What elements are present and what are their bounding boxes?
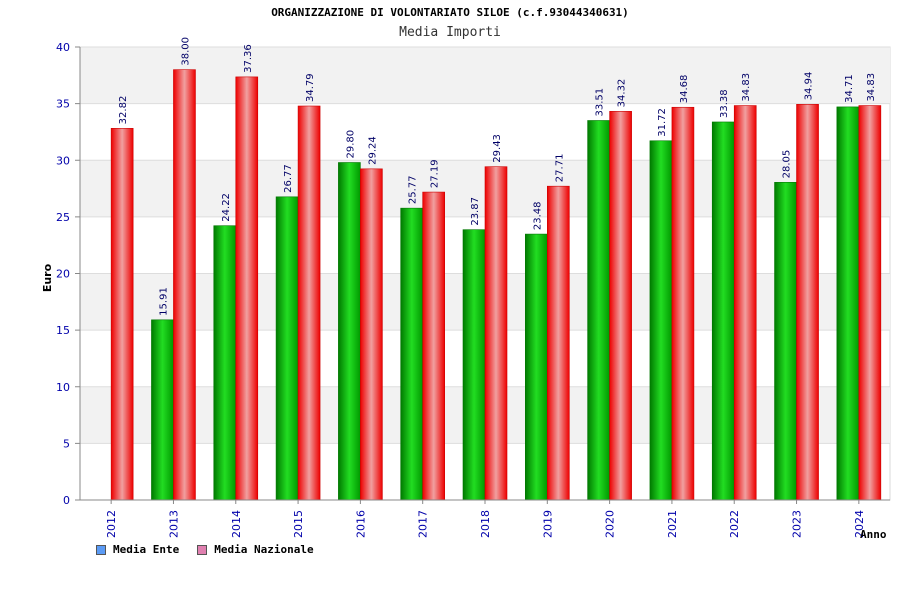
data-label: 27.71 xyxy=(554,154,565,183)
bar-media-nazionale-2021 xyxy=(671,106,695,501)
data-label: 25.77 xyxy=(408,176,419,205)
y-tick-label: 0 xyxy=(63,494,70,507)
x-tick-label: 2019 xyxy=(541,510,554,538)
bar-media-ente-2015 xyxy=(275,196,299,501)
bar-media-ente-2016 xyxy=(338,162,361,501)
x-tick-label: 2020 xyxy=(604,510,617,538)
data-label: 34.71 xyxy=(844,74,855,103)
y-tick-label: 30 xyxy=(56,154,70,167)
bar-media-nazionale-2017 xyxy=(422,191,445,501)
y-tick-label: 15 xyxy=(56,324,70,337)
data-label: 23.87 xyxy=(470,197,481,226)
x-tick-label: 2016 xyxy=(354,510,367,538)
y-tick-label: 35 xyxy=(56,98,70,111)
bar-media-ente-2020 xyxy=(587,120,610,501)
x-tick-label: 2022 xyxy=(728,510,741,538)
data-label: 34.32 xyxy=(617,79,628,108)
data-label: 32.82 xyxy=(118,96,129,125)
bar-media-ente-2018 xyxy=(462,229,486,501)
bar-media-ente-2024 xyxy=(836,106,860,501)
bar-media-nazionale-2013 xyxy=(173,69,196,501)
bar-media-nazionale-2023 xyxy=(796,104,819,501)
bar-media-nazionale-2022 xyxy=(733,105,757,501)
data-label: 38.00 xyxy=(180,37,191,66)
bar-media-nazionale-2015 xyxy=(297,105,321,501)
x-tick-label: 2024 xyxy=(853,510,866,538)
data-label: 31.72 xyxy=(657,108,668,137)
data-label: 37.36 xyxy=(243,44,254,73)
chart-title: ORGANIZZAZIONE DI VOLONTARIATO SILOE (c.… xyxy=(271,6,629,19)
x-tick-label: 2023 xyxy=(791,510,804,538)
data-label: 34.83 xyxy=(866,73,877,102)
data-label: 29.43 xyxy=(492,134,503,163)
plot-band xyxy=(80,47,890,104)
y-tick-label: 40 xyxy=(56,41,70,54)
bar-media-ente-2023 xyxy=(774,182,797,501)
bar-media-ente-2013 xyxy=(151,319,174,501)
x-tick-label: 2012 xyxy=(105,510,118,538)
y-tick-label: 20 xyxy=(56,268,70,281)
bar-media-ente-2021 xyxy=(649,140,673,501)
x-tick-label: 2021 xyxy=(666,510,679,538)
legend: Media Ente Media Nazionale xyxy=(96,543,314,556)
data-label: 23.48 xyxy=(532,201,543,230)
y-tick-label: 25 xyxy=(56,211,70,224)
bar-media-ente-2022 xyxy=(711,121,735,501)
bar-media-nazionale-2016 xyxy=(360,168,383,501)
data-label: 28.05 xyxy=(782,150,793,179)
x-axis-label: Anno xyxy=(860,528,887,541)
data-label: 26.77 xyxy=(283,164,294,193)
legend-label-media-nazionale: Media Nazionale xyxy=(214,543,314,556)
x-tick-label: 2014 xyxy=(230,510,243,538)
data-label: 34.94 xyxy=(804,72,815,101)
data-label: 34.83 xyxy=(741,73,752,102)
bar-media-nazionale-2020 xyxy=(609,111,632,501)
legend-swatch-media-nazionale xyxy=(197,544,208,555)
bar-media-nazionale-2012 xyxy=(110,128,134,501)
legend-label-media-ente: Media Ente xyxy=(113,543,180,556)
data-label: 34.79 xyxy=(305,73,316,102)
data-label: 34.68 xyxy=(679,75,690,104)
data-label: 29.80 xyxy=(345,130,356,159)
data-label: 33.38 xyxy=(719,89,730,118)
data-label: 33.51 xyxy=(595,88,606,117)
y-tick-label: 5 xyxy=(63,437,70,450)
bar-media-ente-2014 xyxy=(213,225,237,501)
data-label: 29.24 xyxy=(367,136,378,165)
bar-media-ente-2017 xyxy=(400,207,423,501)
bar-media-nazionale-2019 xyxy=(547,185,570,501)
x-tick-label: 2018 xyxy=(479,510,492,538)
bar-media-nazionale-2014 xyxy=(235,76,259,501)
x-tick-label: 2013 xyxy=(167,510,180,538)
bar-media-nazionale-2018 xyxy=(484,166,508,501)
chart-subtitle: Media Importi xyxy=(399,25,501,40)
bar-media-nazionale-2024 xyxy=(858,105,882,501)
legend-item-media-nazionale: Media Nazionale xyxy=(197,543,314,556)
y-axis-label: Euro xyxy=(41,263,54,293)
bar-media-ente-2019 xyxy=(525,233,548,501)
x-tick-label: 2015 xyxy=(292,510,305,538)
data-label: 24.22 xyxy=(221,193,232,222)
legend-swatch-media-ente xyxy=(96,544,106,555)
y-tick-label: 10 xyxy=(56,381,70,394)
data-label: 15.91 xyxy=(158,287,169,316)
data-label: 27.19 xyxy=(430,159,441,188)
legend-item-media-ente: Media Ente xyxy=(96,543,179,556)
x-tick-label: 2017 xyxy=(417,510,430,538)
